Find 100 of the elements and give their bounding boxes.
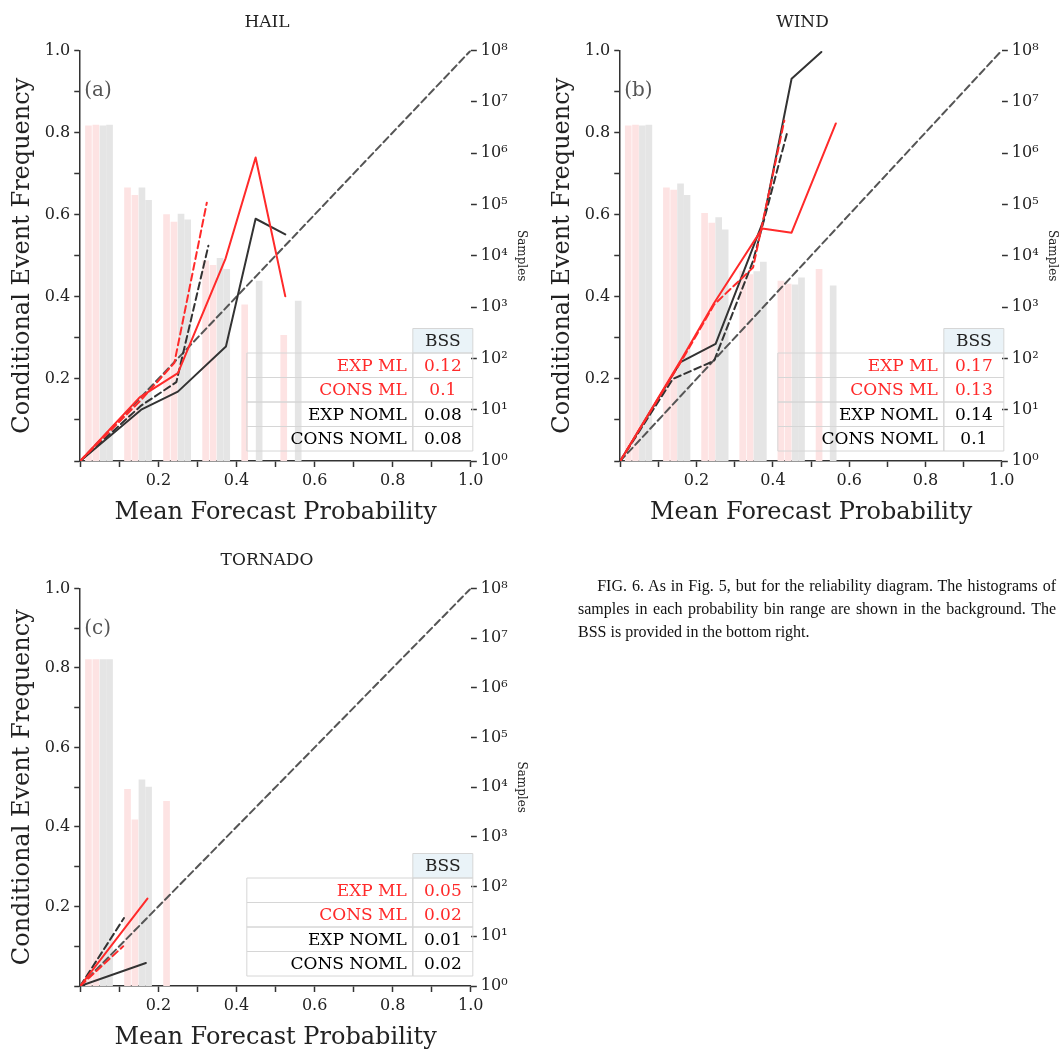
x-tick-label: 0.2 bbox=[683, 469, 710, 489]
annotation: EXP NOML bbox=[307, 403, 407, 424]
annotation: 0.02 bbox=[423, 953, 462, 974]
y-axis-title: Conditional Event Frequency bbox=[546, 77, 575, 434]
y2-tick-label: 10⁵ bbox=[480, 726, 508, 746]
y2-tick-label: 10⁰ bbox=[480, 450, 508, 470]
annotation: (c) bbox=[84, 614, 112, 639]
y2-tick-label: 10⁵ bbox=[1011, 193, 1039, 213]
annotation: 0.08 bbox=[423, 428, 462, 449]
caption: FIG. 6. As in Fig. 5, but for the reliability diagram. The histograms of samples in each probability bin range are shown in the background. The BSS is provided in the bottom right. bbox=[578, 576, 1056, 643]
y2-tick-label: 10³ bbox=[480, 296, 508, 316]
x-tick-label: 0.2 bbox=[145, 994, 172, 1014]
y2-tick-label: 10⁸ bbox=[480, 577, 508, 597]
x-tick-label: 0.4 bbox=[223, 469, 250, 489]
y2-tick-label: 10⁸ bbox=[1011, 39, 1039, 59]
y-tick-label: 0.2 bbox=[44, 368, 71, 388]
y2-tick-label: 10² bbox=[480, 875, 508, 895]
x-tick-label: 0.6 bbox=[836, 469, 862, 489]
y-tick-label: 0.2 bbox=[584, 368, 611, 388]
y2-axis-title: Samples bbox=[514, 229, 529, 282]
y2-tick-label: 10¹ bbox=[480, 925, 508, 945]
y2-tick-label: 10⁶ bbox=[1011, 142, 1039, 162]
y-tick-label: 0.6 bbox=[584, 203, 611, 223]
annotation: CONS NOML bbox=[290, 953, 407, 974]
y2-tick-label: 10⁸ bbox=[480, 39, 508, 59]
y2-tick-label: 10⁴ bbox=[480, 244, 508, 264]
y2-tick-label: 10³ bbox=[480, 826, 508, 846]
y2-tick-label: 10⁴ bbox=[1011, 244, 1039, 264]
y-tick-label: 0.8 bbox=[44, 121, 71, 141]
annotation: CONS NOML bbox=[290, 428, 407, 449]
x-tick-label: 0.4 bbox=[223, 994, 250, 1014]
annotation: BSS bbox=[425, 330, 461, 351]
y-tick-label: 0.2 bbox=[44, 895, 71, 915]
y2-tick-label: 10¹ bbox=[480, 398, 508, 418]
x-axis-title: Mean Forecast Probability bbox=[114, 1021, 438, 1050]
y-tick-label: 1.0 bbox=[584, 39, 611, 59]
annotation: 0.1 bbox=[960, 428, 988, 449]
x-axis-title: Mean Forecast Probability bbox=[114, 496, 438, 525]
y2-tick-label: 10⁶ bbox=[480, 676, 508, 696]
x-tick-label: 0.8 bbox=[912, 469, 939, 489]
y2-tick-label: 10¹ bbox=[1011, 398, 1039, 418]
annotation: CONS ML bbox=[319, 379, 407, 400]
y2-tick-label: 10⁰ bbox=[480, 975, 508, 995]
x-axis-title: Mean Forecast Probability bbox=[649, 496, 973, 525]
annotation: BSS bbox=[956, 330, 992, 351]
y2-tick-label: 10² bbox=[1011, 347, 1039, 367]
y-axis-title: Conditional Event Frequency bbox=[6, 77, 35, 434]
y-tick-label: 0.8 bbox=[44, 657, 71, 677]
y-tick-label: 0.6 bbox=[44, 736, 71, 756]
y2-tick-label: 10⁷ bbox=[480, 90, 508, 110]
y2-tick-label: 10⁵ bbox=[480, 193, 508, 213]
x-tick-label: 1.0 bbox=[458, 994, 484, 1014]
y2-tick-label: 10⁷ bbox=[480, 627, 508, 647]
x-tick-label: 1.0 bbox=[458, 469, 484, 489]
annotation: 0.02 bbox=[423, 904, 462, 925]
y-tick-label: 0.6 bbox=[44, 203, 71, 223]
annotation: 0.13 bbox=[954, 379, 993, 400]
y2-axis-title: Samples bbox=[1045, 229, 1060, 282]
annotation: BSS bbox=[425, 855, 461, 876]
x-tick-label: 0.6 bbox=[301, 469, 328, 489]
y2-tick-label: 10⁴ bbox=[480, 776, 508, 796]
y-tick-label: 0.4 bbox=[44, 285, 71, 305]
y-tick-label: 1.0 bbox=[44, 39, 71, 59]
annotation: EXP NOML bbox=[307, 928, 407, 949]
chart-title: TORNADO bbox=[220, 548, 314, 569]
x-tick-label: 0.6 bbox=[301, 994, 328, 1014]
annotation: 0.01 bbox=[423, 928, 462, 949]
chart-title: HAIL bbox=[244, 10, 290, 31]
y-axis-title: Conditional Event Frequency bbox=[6, 608, 35, 966]
y-tick-label: 0.8 bbox=[584, 121, 611, 141]
annotation: CONS ML bbox=[319, 904, 407, 925]
y2-tick-label: 10³ bbox=[1011, 296, 1039, 316]
annotation: EXP ML bbox=[336, 879, 407, 900]
x-tick-label: 1.0 bbox=[989, 469, 1015, 489]
annotation: (a) bbox=[84, 76, 112, 101]
annotation: 0.08 bbox=[423, 403, 462, 424]
y2-tick-label: 10⁷ bbox=[1011, 90, 1039, 110]
annotation: 0.14 bbox=[954, 403, 993, 424]
annotation: 0.1 bbox=[429, 379, 457, 400]
x-tick-label: 0.4 bbox=[760, 469, 786, 489]
annotation: EXP ML bbox=[867, 354, 938, 375]
annotation: 0.12 bbox=[423, 354, 462, 375]
y2-axis-title: Samples bbox=[514, 761, 529, 813]
annotation: 0.05 bbox=[423, 879, 462, 900]
y2-tick-label: 10⁶ bbox=[480, 142, 508, 162]
x-tick-label: 0.2 bbox=[145, 469, 172, 489]
x-tick-label: 0.8 bbox=[379, 469, 406, 489]
annotation: CONS NOML bbox=[821, 428, 938, 449]
annotation: EXP ML bbox=[336, 354, 407, 375]
x-tick-label: 0.8 bbox=[379, 994, 406, 1014]
annotation: EXP NOML bbox=[838, 403, 938, 424]
y2-tick-label: 10⁰ bbox=[1011, 450, 1039, 470]
annotation: 0.17 bbox=[954, 354, 993, 375]
annotation: (b) bbox=[624, 76, 653, 101]
y-tick-label: 0.4 bbox=[584, 285, 611, 305]
chart-title: WIND bbox=[776, 10, 829, 31]
y-tick-label: 0.4 bbox=[44, 816, 71, 836]
y-tick-label: 1.0 bbox=[44, 577, 71, 597]
y2-tick-label: 10² bbox=[480, 347, 508, 367]
annotation: CONS ML bbox=[850, 379, 938, 400]
